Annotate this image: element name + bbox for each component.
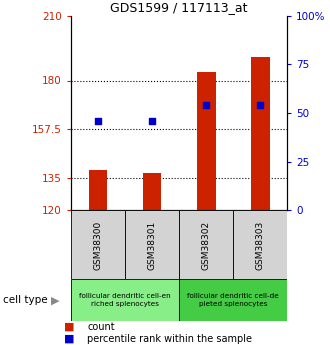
Bar [143, 172, 161, 210]
Text: GSM38301: GSM38301 [148, 220, 156, 269]
Point [203, 102, 209, 108]
Text: percentile rank within the sample: percentile rank within the sample [87, 334, 252, 344]
Text: ■: ■ [64, 334, 75, 344]
Bar [88, 170, 108, 210]
Text: ▶: ▶ [51, 295, 60, 305]
Text: GSM38303: GSM38303 [255, 220, 265, 269]
Bar [197, 72, 215, 210]
Text: GSM38300: GSM38300 [93, 220, 103, 269]
Bar [250, 57, 270, 210]
Text: GSM38302: GSM38302 [202, 220, 211, 269]
Bar [179, 279, 287, 321]
Point [257, 102, 263, 108]
Bar [71, 210, 125, 279]
Text: ■: ■ [64, 322, 75, 332]
Text: count: count [87, 322, 115, 332]
Point [95, 118, 101, 124]
Bar [179, 210, 233, 279]
Text: cell type: cell type [3, 295, 48, 305]
Title: GDS1599 / 117113_at: GDS1599 / 117113_at [110, 1, 248, 14]
Text: follicular dendritic cell-de
pleted splenocytes: follicular dendritic cell-de pleted sple… [187, 293, 279, 307]
Bar [125, 210, 179, 279]
Bar [71, 279, 179, 321]
Bar [233, 210, 287, 279]
Point [149, 118, 155, 124]
Text: follicular dendritic cell-en
riched splenocytes: follicular dendritic cell-en riched sple… [79, 293, 171, 307]
